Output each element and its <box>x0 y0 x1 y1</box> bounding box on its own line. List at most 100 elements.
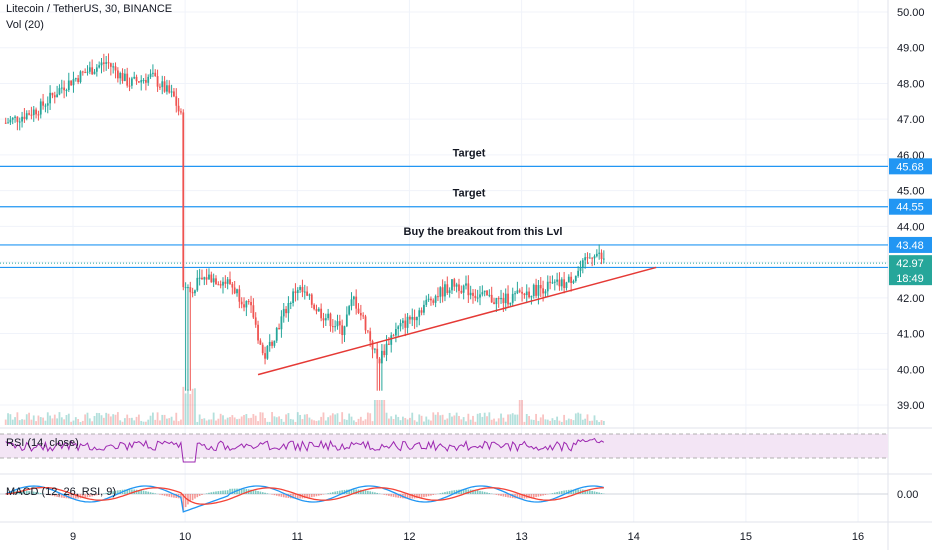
candle-body <box>65 89 68 91</box>
macd-histogram-bar <box>556 491 558 494</box>
macd-axis-label: 0.00 <box>897 489 918 501</box>
candle-body <box>593 256 596 259</box>
candle-body <box>287 303 290 314</box>
volume-bar <box>273 416 276 425</box>
macd-histogram-bar <box>589 490 591 494</box>
macd-histogram-bar <box>103 493 105 494</box>
volume-bar <box>196 421 199 425</box>
volume-bar <box>128 418 131 425</box>
volume-bar <box>591 420 594 425</box>
macd-histogram-bar <box>600 493 603 494</box>
horizontal-levels[interactable] <box>0 165 888 269</box>
macd-label[interactable]: MACD (12, 26, RSI, 9) <box>6 486 117 498</box>
macd-histogram-bar <box>495 494 498 495</box>
volume-bar <box>56 418 59 425</box>
candle-body <box>226 279 229 284</box>
macd-histogram-bar <box>593 491 596 494</box>
volume-bar <box>35 421 37 425</box>
volume-bar <box>420 415 423 425</box>
candle-body <box>310 294 313 305</box>
symbol-title[interactable]: Litecoin / TetherUS, 30, BINANCE <box>6 3 173 15</box>
volume-bar <box>434 414 437 425</box>
macd-histogram-bar <box>161 494 164 496</box>
macd-histogram-bar <box>86 494 89 498</box>
volume-bar <box>130 417 133 425</box>
volume-bar <box>542 414 544 425</box>
candle-body <box>476 297 479 299</box>
macd-histogram-bar <box>84 494 86 498</box>
volume-bar <box>86 412 89 425</box>
volume-bar <box>266 421 269 425</box>
candle-body <box>320 308 323 319</box>
volume-bar <box>142 421 145 425</box>
volume-bar <box>430 420 432 425</box>
macd-histogram-bar <box>565 490 568 494</box>
macd-histogram-bar <box>201 494 203 495</box>
volume-bar <box>502 417 505 425</box>
volume-bar <box>44 420 47 425</box>
candle-body <box>586 257 589 259</box>
candle-body <box>187 287 189 289</box>
candle-body <box>574 275 577 281</box>
macd-histogram-bar <box>336 491 339 494</box>
volume-bar <box>72 420 75 425</box>
candle-body <box>182 112 185 288</box>
axes[interactable]: 50.0049.0048.0047.0046.0045.0044.0042.00… <box>70 7 932 543</box>
macd-histogram-bar <box>226 490 229 494</box>
macd-histogram-bar <box>112 491 114 494</box>
macd-histogram-bar <box>273 494 276 496</box>
candle-body <box>109 63 112 67</box>
volume-bar <box>166 418 168 425</box>
candle-body <box>544 291 547 294</box>
macd-histogram-bar <box>294 494 297 499</box>
trendline-segment[interactable] <box>257 266 657 376</box>
macd-histogram-bar <box>577 489 579 494</box>
candle-body <box>591 257 594 259</box>
candle-body <box>81 71 84 73</box>
macd-histogram-bar <box>91 494 93 497</box>
volume-bar <box>334 414 337 425</box>
candle-body <box>282 308 285 317</box>
volume-bar <box>140 420 143 425</box>
volume-bar <box>558 420 561 425</box>
volume-bar <box>387 418 390 425</box>
trendline[interactable] <box>257 266 657 376</box>
volume-bar <box>121 421 124 425</box>
macd-histogram-bar <box>257 491 259 494</box>
volume-bar <box>369 413 372 425</box>
candle-body <box>301 286 304 293</box>
volume-bar <box>341 412 344 425</box>
candle-body <box>292 291 294 303</box>
price-tag[interactable] <box>889 198 932 215</box>
volume-label[interactable]: Vol (20) <box>6 19 44 31</box>
macd-histogram-bar <box>332 492 334 494</box>
macd-histogram-bar <box>427 494 430 497</box>
volume-bar <box>306 414 309 425</box>
candle-body <box>77 78 80 83</box>
candle-body <box>63 87 66 91</box>
volume-bar <box>322 412 325 425</box>
volume-bar <box>229 417 231 425</box>
candle-body <box>231 284 234 288</box>
volume-bar <box>537 420 540 425</box>
macd-histogram-bar <box>205 493 208 494</box>
candle-body <box>266 345 269 359</box>
macd-histogram-bar <box>124 489 126 494</box>
volume-bar <box>224 419 227 425</box>
candle-body <box>404 320 407 328</box>
candle-body <box>567 276 570 283</box>
volume-bar <box>254 415 257 425</box>
rsi-label[interactable]: RSI (14, close) <box>6 437 79 449</box>
price-tag[interactable] <box>889 236 932 253</box>
current-price-tag[interactable] <box>889 255 932 286</box>
volume-bar <box>343 419 346 425</box>
macd-histogram-bar <box>191 494 194 501</box>
volume-bar <box>404 417 407 425</box>
volume-bar <box>588 420 591 425</box>
price-tag[interactable] <box>889 158 932 175</box>
candle-body <box>535 284 537 296</box>
y-tick-label: 44.00 <box>897 221 925 233</box>
macd-histogram-bar <box>308 494 311 498</box>
candle-body <box>511 293 514 303</box>
